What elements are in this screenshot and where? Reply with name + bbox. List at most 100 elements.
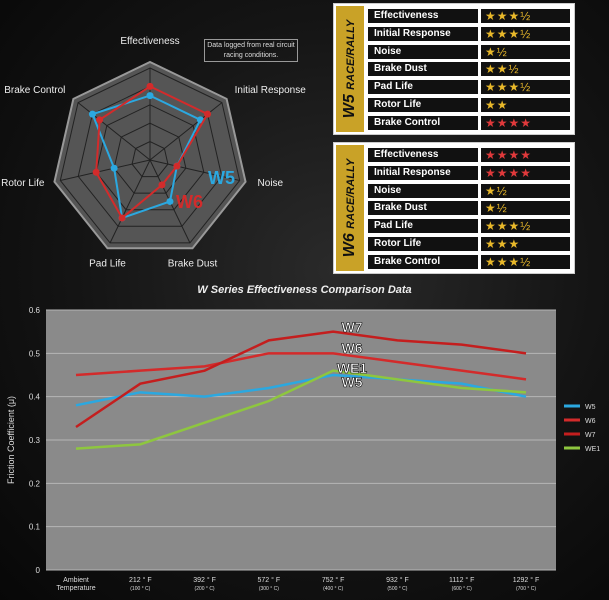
radar-grid-ring bbox=[59, 67, 241, 244]
rating-label: Rotor Life bbox=[368, 237, 478, 251]
rating-row: Brake Control ★★★½ bbox=[368, 254, 570, 269]
legend-label: W5 bbox=[585, 404, 596, 411]
w5-rating-panel: W5 RACE/RALLY Effectiveness ★★★½ Initial R… bbox=[333, 3, 575, 135]
rating-stars: ★★★ bbox=[481, 237, 570, 251]
radar-axis-label: Pad Life bbox=[89, 258, 126, 269]
radar-point bbox=[166, 197, 174, 205]
rating-label: Effectiveness bbox=[368, 9, 478, 23]
w6-rating-panel: W6 RACE/RALLY Effectiveness ★★★★ Initial R… bbox=[333, 142, 575, 274]
radar-spoke bbox=[149, 159, 240, 181]
rating-stars: ★★★½ bbox=[481, 26, 570, 41]
rating-row: Brake Control ★★★★ bbox=[368, 115, 570, 130]
radar-series-w6 bbox=[95, 85, 209, 220]
rating-stars: ★★★½ bbox=[481, 219, 570, 234]
x-tick-sublabel: (700 ° C) bbox=[516, 586, 536, 592]
x-tick-sublabel: (500 ° C) bbox=[387, 586, 407, 592]
radar-point bbox=[118, 214, 126, 222]
legend-label: WE1 bbox=[585, 446, 600, 453]
radar-chart: Effectiveness Initial Response Noise Brake … bbox=[1, 36, 307, 269]
rating-stars: ★★ bbox=[481, 98, 570, 112]
radar-axis-label: Brake Dust bbox=[168, 258, 218, 269]
radar-spoke bbox=[109, 159, 151, 244]
rating-row: Noise ★½ bbox=[368, 44, 570, 59]
radar-point bbox=[92, 168, 100, 176]
rating-label: Noise bbox=[368, 44, 478, 59]
x-tick-label: 1292 ° F bbox=[513, 576, 540, 584]
radar-grid-ring bbox=[113, 122, 187, 194]
y-tick-label: 0.3 bbox=[29, 436, 41, 445]
x-tick-label: 392 ° F bbox=[193, 576, 216, 584]
y-tick-label: 0 bbox=[36, 566, 41, 575]
rating-label: Brake Control bbox=[368, 254, 478, 269]
radar-point bbox=[88, 110, 96, 118]
radar-point bbox=[173, 162, 181, 170]
radar-axis-label: Rotor Life bbox=[1, 178, 45, 189]
rating-label: Effectiveness bbox=[368, 148, 478, 162]
rating-label: Rotor Life bbox=[368, 98, 478, 112]
x-tick-sublabel: (200 ° C) bbox=[195, 586, 215, 592]
rating-row: Rotor Life ★★★ bbox=[368, 237, 570, 251]
rating-label: Brake Dust bbox=[368, 201, 478, 216]
series-annotation: W7 bbox=[342, 319, 363, 335]
chart-title: W Series Effectiveness Comparison Data bbox=[197, 284, 412, 296]
rating-label: Brake Control bbox=[368, 115, 478, 130]
x-tick-label: 1112 ° F bbox=[449, 576, 475, 584]
rating-label: Initial Response bbox=[368, 165, 478, 180]
y-tick-label: 0.2 bbox=[29, 479, 41, 488]
data-note: Data logged from real circuit racing con… bbox=[204, 39, 298, 62]
x-tick-sublabel: (400 ° C) bbox=[323, 586, 343, 592]
series-line-w5 bbox=[75, 373, 527, 407]
rating-row: Noise ★½ bbox=[368, 183, 570, 198]
radar-axis-label: Noise bbox=[258, 178, 284, 189]
rating-stars: ★½ bbox=[481, 183, 570, 198]
rating-label: Noise bbox=[368, 183, 478, 198]
rating-row: Rotor Life ★★ bbox=[368, 98, 570, 112]
x-tick-label: Ambient bbox=[63, 577, 89, 584]
legend-label: W7 bbox=[585, 432, 596, 439]
rating-stars: ★½ bbox=[481, 201, 570, 216]
rating-stars: ★½ bbox=[481, 44, 570, 59]
radar-w5-label: W5 bbox=[208, 168, 235, 188]
rating-stars: ★★½ bbox=[481, 62, 570, 77]
x-tick-label: 752 ° F bbox=[322, 576, 345, 584]
rating-stars: ★★★½ bbox=[481, 80, 570, 95]
x-tick-sublabel: (300 ° C) bbox=[259, 586, 279, 592]
x-tick-sublabel: (100 ° C) bbox=[130, 586, 150, 592]
radar-point bbox=[158, 181, 166, 189]
series-line-w6 bbox=[75, 352, 527, 381]
radar-axis-label: Effectiveness bbox=[120, 36, 179, 47]
rating-stars: ★★★½ bbox=[481, 254, 570, 269]
radar-grid-ring bbox=[131, 141, 169, 178]
series-annotation: W5 bbox=[342, 374, 363, 390]
rating-row: Brake Dust ★½ bbox=[368, 201, 570, 216]
x-tick-sublabel: (600 ° C) bbox=[452, 586, 472, 592]
rating-row: Pad Life ★★★½ bbox=[368, 80, 570, 95]
rating-label: Initial Response bbox=[368, 26, 478, 41]
legend-label: W6 bbox=[585, 418, 596, 425]
radar-spoke bbox=[60, 159, 151, 181]
radar-grid-ring bbox=[77, 85, 223, 227]
y-tick-label: 0.4 bbox=[29, 393, 41, 402]
x-tick-label: 572 ° F bbox=[258, 576, 281, 584]
rating-row: Initial Response ★★★½ bbox=[368, 26, 570, 41]
y-axis-label: Friction Coefficient (μ) bbox=[6, 396, 16, 484]
rating-stars: ★★★½ bbox=[481, 9, 570, 23]
rating-label: Pad Life bbox=[368, 80, 478, 95]
rating-row: Pad Life ★★★½ bbox=[368, 219, 570, 234]
radar-point bbox=[204, 110, 212, 118]
radar-point bbox=[96, 116, 104, 124]
radar-series-w5 bbox=[91, 94, 202, 220]
rating-row: Initial Response ★★★★ bbox=[368, 165, 570, 180]
y-tick-label: 0.6 bbox=[29, 306, 41, 315]
x-tick-label: Temperature bbox=[56, 585, 95, 592]
rating-stars: ★★★★ bbox=[481, 115, 570, 130]
rating-label: Brake Dust bbox=[368, 62, 478, 77]
rating-stars: ★★★★ bbox=[481, 165, 570, 180]
series-annotation: W6 bbox=[342, 340, 363, 356]
series-annotation: WE1 bbox=[337, 360, 368, 376]
y-tick-label: 0.1 bbox=[29, 523, 41, 532]
radar-axis-label: Initial Response bbox=[235, 85, 307, 96]
x-tick-label: 212 ° F bbox=[129, 576, 152, 584]
y-tick-label: 0.5 bbox=[29, 349, 41, 358]
